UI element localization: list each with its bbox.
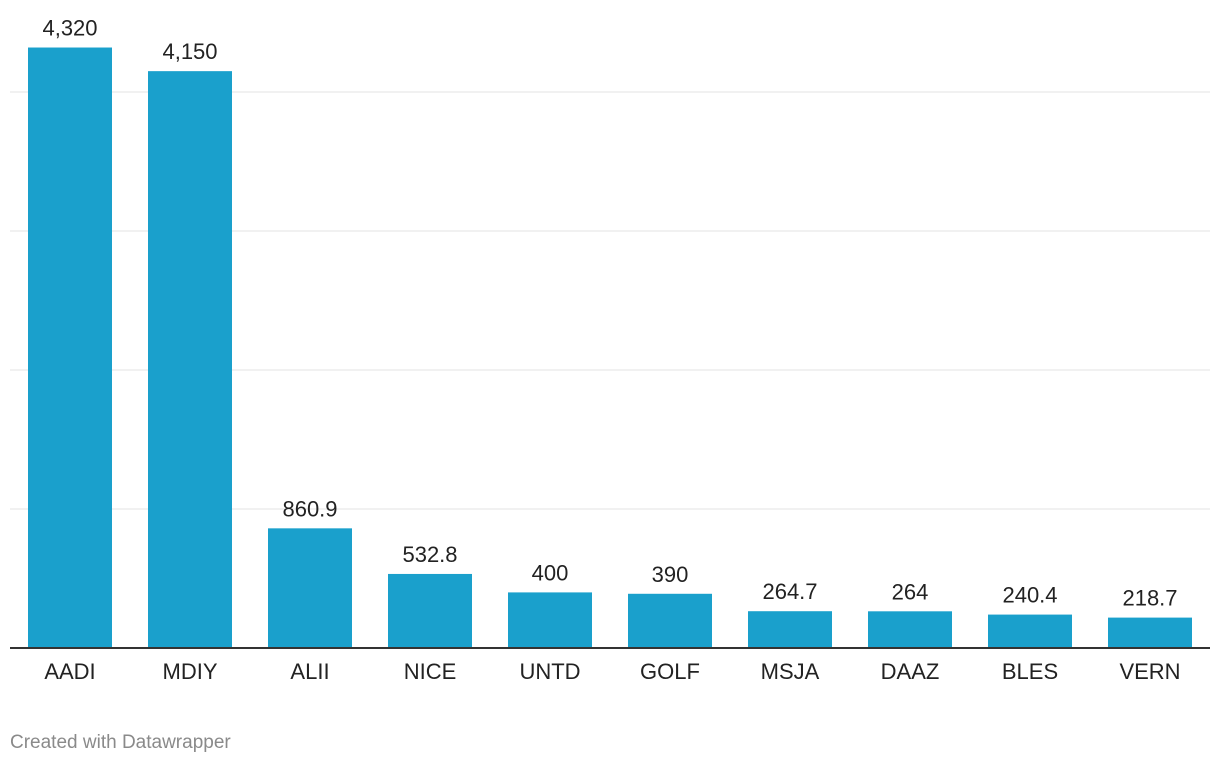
bar-aadi xyxy=(28,47,112,648)
x-tick-label-bles: BLES xyxy=(1002,659,1058,684)
bar-nice xyxy=(388,573,472,648)
bar-chart: 4,320 4,150 860.9 532.8 400 390 264.7 264 240.4 2… xyxy=(10,16,1210,684)
value-label-untd: 400 xyxy=(532,560,569,585)
x-tick-label-golf: GOLF xyxy=(640,659,700,684)
x-tick-label-msja: MSJA xyxy=(761,659,820,684)
bar-value-labels: 4,320 4,150 860.9 532.8 400 390 264.7 264 240.4 2… xyxy=(42,16,1177,611)
bar-alii xyxy=(268,528,352,648)
value-label-aadi: 4,320 xyxy=(42,16,97,41)
value-label-vern: 218.7 xyxy=(1122,586,1177,611)
value-label-alii: 860.9 xyxy=(282,496,337,521)
x-tick-label-nice: NICE xyxy=(404,659,457,684)
bar-mdiy xyxy=(148,71,232,648)
x-tick-label-daaz: DAAZ xyxy=(881,659,940,684)
value-label-nice: 532.8 xyxy=(402,542,457,567)
x-axis-tick-labels: AADI MDIY ALII NICE UNTD GOLF MSJA DAAZ BLES VERN xyxy=(44,659,1180,684)
bar-vern xyxy=(1108,617,1192,648)
bars xyxy=(28,47,1192,648)
value-label-msja: 264.7 xyxy=(762,579,817,604)
x-tick-label-mdiy: MDIY xyxy=(163,659,218,684)
datawrapper-credit: Created with Datawrapper xyxy=(10,732,231,753)
bar-daaz xyxy=(868,611,952,648)
x-tick-label-vern: VERN xyxy=(1119,659,1180,684)
bar-untd xyxy=(508,592,592,648)
bar-bles xyxy=(988,614,1072,648)
x-tick-label-aadi: AADI xyxy=(44,659,95,684)
value-label-daaz: 264 xyxy=(892,579,929,604)
x-tick-label-alii: ALII xyxy=(290,659,329,684)
x-tick-label-untd: UNTD xyxy=(519,659,580,684)
value-label-bles: 240.4 xyxy=(1002,583,1057,608)
bar-msja xyxy=(748,611,832,648)
value-label-mdiy: 4,150 xyxy=(162,39,217,64)
value-label-golf: 390 xyxy=(652,562,689,587)
bar-golf xyxy=(628,593,712,648)
